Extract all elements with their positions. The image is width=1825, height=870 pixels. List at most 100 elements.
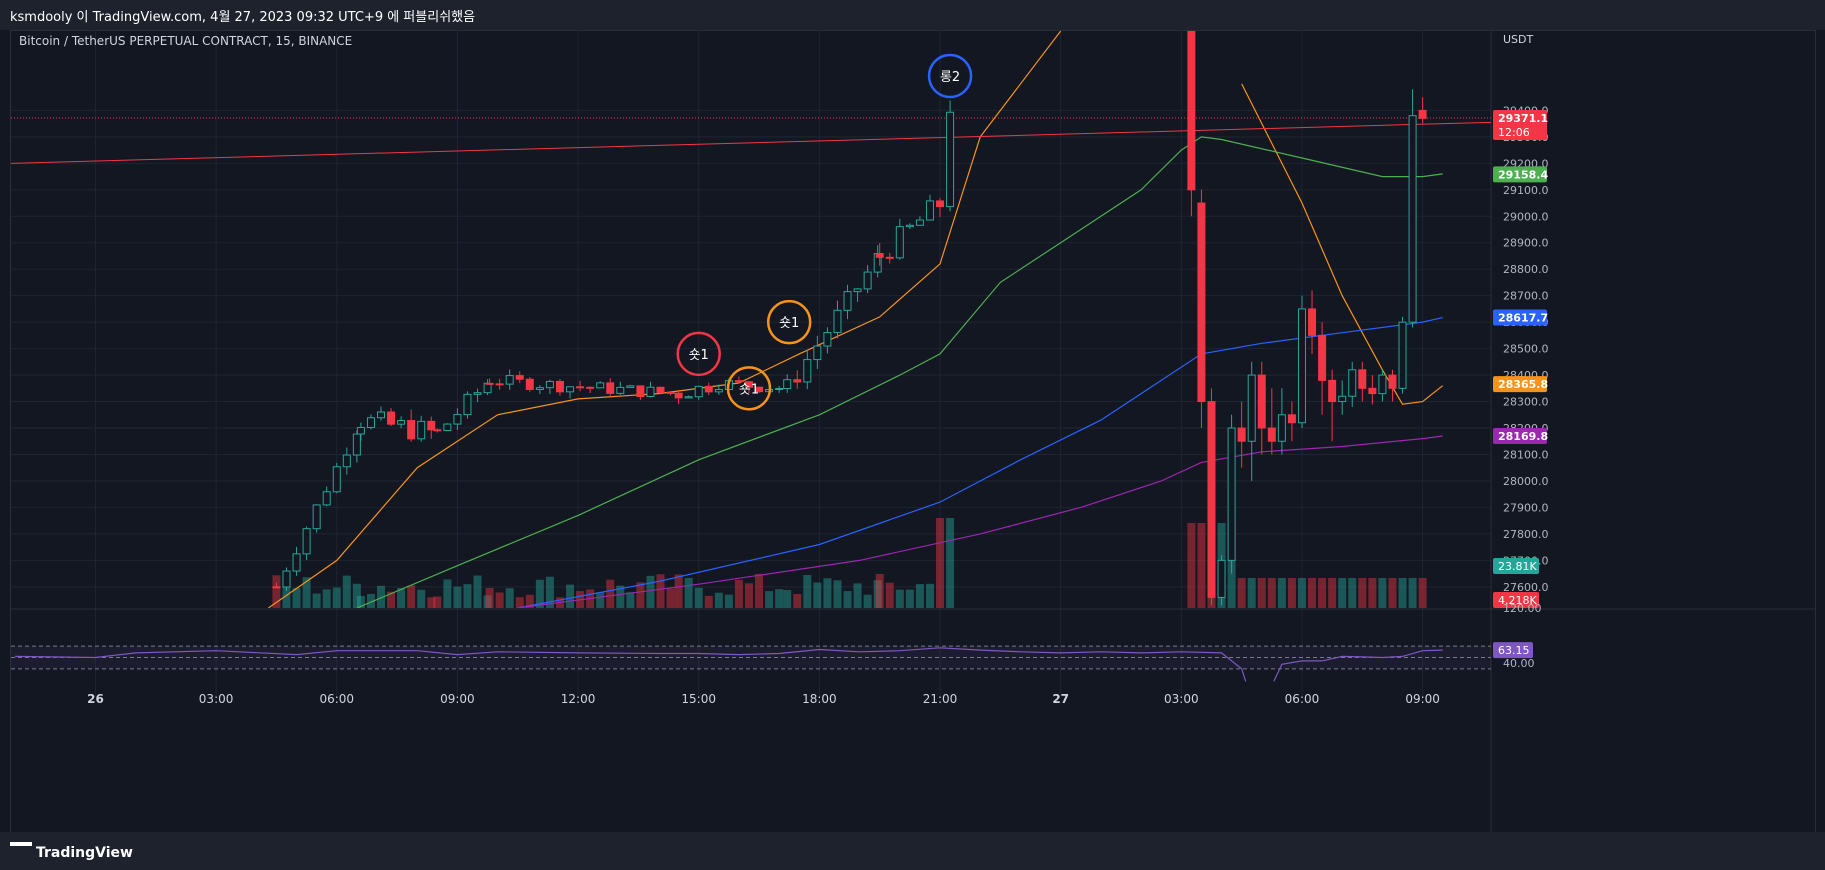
candle (755, 386, 764, 393)
volume-bar (813, 582, 822, 608)
candle (803, 349, 812, 390)
candle (694, 385, 703, 400)
trade-marker[interactable]: 숏1 (726, 366, 772, 411)
volume-bar (646, 575, 655, 608)
moving-averages (268, 31, 1444, 608)
volume-bar (1368, 578, 1377, 608)
candle (783, 374, 792, 393)
time-tick-label: 15:00 (681, 692, 716, 706)
candle (282, 567, 291, 591)
candle (545, 379, 554, 394)
volume-bar (666, 588, 675, 608)
candle (387, 408, 396, 427)
price-tick-label: 27800.0 (1503, 528, 1549, 541)
volume-bar (302, 577, 311, 608)
volume-bar (873, 580, 882, 608)
volume-bar (853, 583, 862, 608)
candle (1297, 295, 1306, 429)
candle (636, 385, 645, 401)
candle (666, 391, 675, 396)
candle (312, 504, 321, 533)
volume-bar (322, 589, 331, 608)
candle (684, 395, 693, 399)
trend-line[interactable] (10, 121, 1492, 164)
candle (356, 422, 365, 441)
candle (853, 288, 862, 302)
candle (1408, 89, 1417, 328)
volume-bar (714, 592, 723, 608)
volume-bar (352, 583, 361, 608)
candle (555, 379, 564, 396)
price-tick-label: 27600.0 (1503, 581, 1549, 594)
time-tick-label: 06:00 (1285, 692, 1320, 706)
volume-bar (704, 595, 713, 608)
price-tick-label: 27900.0 (1503, 501, 1549, 514)
volume-bar (1318, 578, 1327, 608)
candle (1197, 189, 1206, 429)
trade-marker[interactable]: 숏1 (676, 331, 721, 377)
moving-average-line (517, 435, 1443, 608)
rsi-line (1273, 649, 1443, 682)
price-axis[interactable]: USDT27600.027700.027800.027900.028000.02… (1493, 33, 1549, 670)
tradingview-icon (10, 842, 32, 858)
volume-badge: 23.81K (1493, 558, 1539, 574)
volume-bar (332, 587, 341, 608)
candle (292, 546, 301, 576)
candle (793, 370, 802, 389)
price-badge: 29371.112:06 (1493, 110, 1548, 141)
volume-bar (483, 595, 492, 608)
price-tick-label: 28300.0 (1503, 396, 1549, 409)
moving-average-line (517, 317, 1443, 608)
candle (1358, 361, 1367, 402)
volume-bar (407, 585, 416, 608)
time-tick-label: 09:00 (1405, 692, 1440, 706)
volume-bar (566, 584, 575, 608)
candle (473, 388, 482, 403)
candle (606, 378, 615, 399)
time-axis[interactable]: 26 03:00 06:00 09:00 12:00 15:00 18:00 21:00 27 0… (87, 692, 1440, 706)
candle (946, 100, 955, 212)
price-badge-value: 29158.4 (1498, 168, 1548, 181)
time-tick-label: 03:00 (1164, 692, 1199, 706)
volume-bar (925, 583, 934, 608)
price-tick-label: 29100.0 (1503, 184, 1549, 197)
volume-bar (1197, 523, 1206, 608)
candle (463, 391, 472, 419)
volume-bar (1257, 578, 1266, 608)
candle (1287, 401, 1296, 442)
time-tick-label: 12:00 (561, 692, 596, 706)
tradingview-logo[interactable]: TradingView (10, 842, 133, 861)
volume-bar (684, 577, 693, 608)
volume-bar (885, 582, 894, 608)
candle (453, 408, 462, 431)
candle (704, 382, 713, 396)
rsi-current-value: 63.15 (1498, 644, 1530, 657)
candle (905, 223, 914, 230)
volume-badge: 4.218K (1493, 592, 1539, 608)
candle (1418, 97, 1427, 124)
trade-marker[interactable]: 숏1 (766, 299, 812, 345)
volume-bar (616, 585, 625, 608)
price-tick-label: 28000.0 (1503, 475, 1549, 488)
candle (417, 415, 426, 442)
candle (1308, 290, 1317, 354)
volume-bar (1418, 578, 1427, 608)
volume-bar (366, 593, 375, 608)
volume-bar (1358, 578, 1367, 608)
candle (525, 377, 534, 392)
volume-bar (1297, 578, 1306, 608)
trade-marker[interactable]: 롱2 (927, 53, 973, 99)
volume-bar (505, 588, 514, 608)
trade-marker-label: 숏1 (779, 316, 799, 331)
candle (1388, 369, 1397, 402)
time-tick-label: 26 (87, 692, 104, 706)
price-chart[interactable]: 숏1 숏1 숏1 롱2 Bitcoin / TetherUS PERPETUAL CON… (10, 31, 1815, 833)
candle (586, 386, 595, 394)
volume-bars (272, 518, 1427, 608)
volume-bar (463, 584, 472, 608)
candle (515, 371, 524, 383)
candle (674, 390, 683, 405)
candle (1217, 555, 1226, 606)
volume-bar (377, 585, 385, 608)
volume-bar (875, 573, 884, 608)
